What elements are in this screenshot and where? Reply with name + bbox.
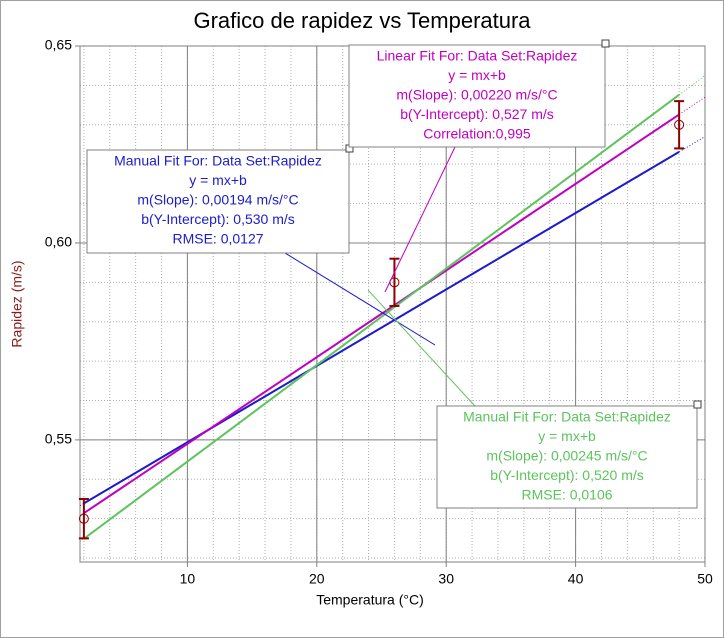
annotation-handle xyxy=(693,400,702,409)
x-tick-label: 40 xyxy=(568,571,584,587)
data-point xyxy=(674,119,685,130)
data-point xyxy=(78,513,89,524)
annotation-box xyxy=(86,149,350,254)
chart-title: Grafico de rapidez vs Temperatura xyxy=(193,8,531,33)
leader-line xyxy=(384,146,456,293)
y-tick-label: 0,55 xyxy=(45,431,72,447)
fit-line xyxy=(83,94,680,540)
annotation-text: Manual Fit For: Data Set:Rapidez xyxy=(463,409,671,425)
annotation-text: RMSE: 0,0127 xyxy=(172,231,263,247)
y-tick-label: 0,65 xyxy=(45,37,72,53)
fit-extension xyxy=(79,538,85,543)
annotation-text: y = mx+b xyxy=(189,172,247,188)
annotation-box xyxy=(436,405,698,509)
annotation-text: m(Slope): 0,00245 m/s/°C xyxy=(486,448,647,464)
leader-line xyxy=(367,289,476,407)
annotation-text: m(Slope): 0,00220 m/s/°C xyxy=(396,87,557,103)
leader-line xyxy=(284,252,436,346)
annotation-text: Manual Fit For: Data Set:Rapidez xyxy=(114,153,322,169)
fit-line xyxy=(83,113,680,514)
fit-extension xyxy=(678,136,706,153)
annotation-text: Linear Fit For: Data Set:Rapidez xyxy=(377,48,578,64)
annotation-text: b(Y-Intercept): 0,530 m/s xyxy=(141,211,295,227)
x-tick-label: 30 xyxy=(438,571,454,587)
annotation-text: y = mx+b xyxy=(538,428,596,444)
annotation-text: Correlation:0,995 xyxy=(423,126,531,142)
x-tick-label: 10 xyxy=(180,571,196,587)
y-axis-label: Rapidez (m/s) xyxy=(9,260,25,347)
fit-extension xyxy=(678,96,706,115)
annotation-text: b(Y-Intercept): 0,520 m/s xyxy=(490,467,644,483)
annotation-text: b(Y-Intercept): 0,527 m/s xyxy=(400,106,554,122)
annotation-box xyxy=(348,44,606,148)
y-tick-label: 0,60 xyxy=(45,234,72,250)
x-tick-label: 50 xyxy=(697,571,713,587)
annotation-text: RMSE: 0,0106 xyxy=(521,487,612,503)
annotation-handle xyxy=(601,39,610,48)
x-tick-label: 20 xyxy=(309,571,325,587)
fit-line xyxy=(83,151,680,505)
annotation-text: m(Slope): 0,00194 m/s/°C xyxy=(137,192,298,208)
x-axis-label: Temperatura (°C) xyxy=(316,592,424,608)
annotation-text: y = mx+b xyxy=(448,67,506,83)
